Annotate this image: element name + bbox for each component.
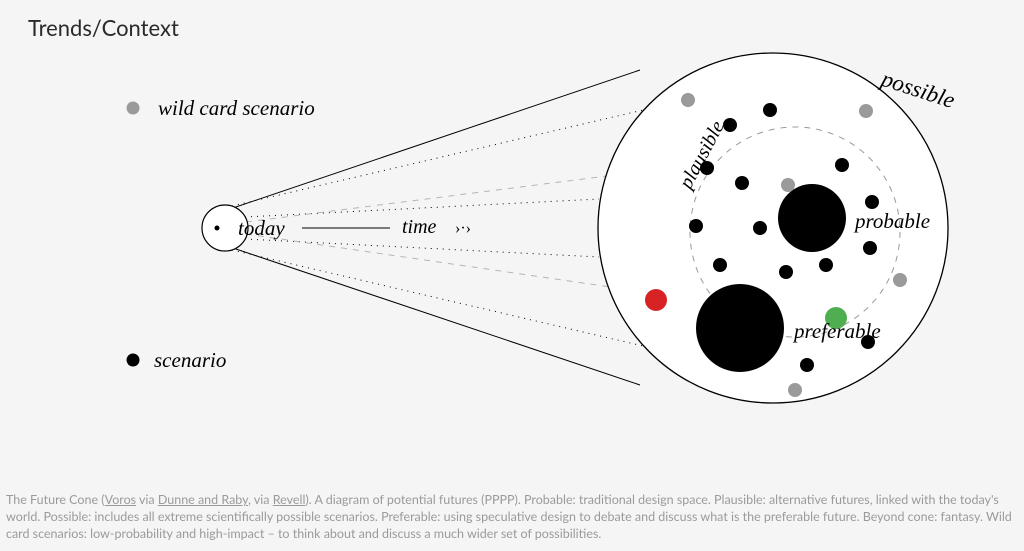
svg-text:wild card scenario: wild card scenario <box>158 96 315 120</box>
link-revell[interactable]: Revell <box>273 492 306 507</box>
svg-text:preferable: preferable <box>792 319 881 343</box>
link-dunne-raby[interactable]: Dunne and Raby <box>158 492 248 507</box>
caption: The Future Cone (Voros via Dunne and Rab… <box>6 492 1014 543</box>
caption-text: The Future Cone ( <box>6 492 105 507</box>
svg-text:probable: probable <box>853 209 930 233</box>
svg-text:scenario: scenario <box>154 348 226 372</box>
svg-text:today: today <box>238 216 285 240</box>
svg-text:time: time <box>402 216 437 238</box>
svg-text:›·›: ›·› <box>455 220 471 237</box>
link-voros[interactable]: Voros <box>105 492 136 507</box>
future-cone-diagram: time›·›todaypossibleplausibleprobablepre… <box>0 10 1024 480</box>
